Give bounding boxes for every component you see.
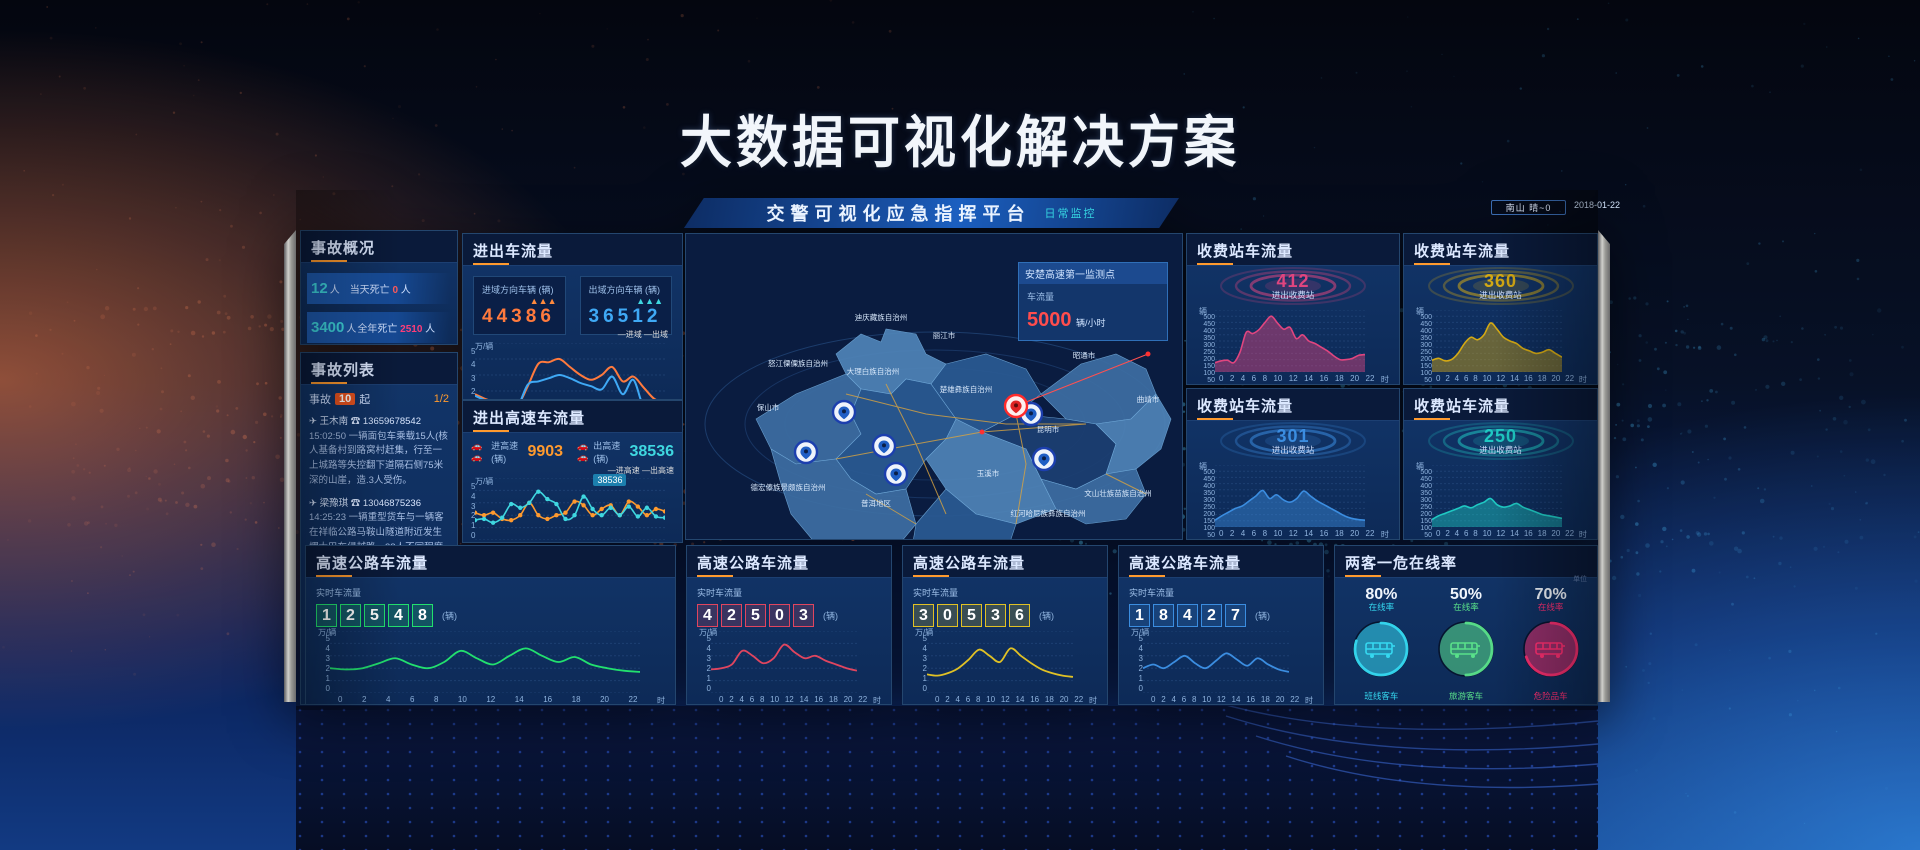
svg-text:红河哈尼族彝族自治州: 红河哈尼族彝族自治州: [1011, 508, 1086, 518]
svg-text:保山市: 保山市: [757, 402, 780, 412]
svg-text:丽江市: 丽江市: [933, 330, 956, 340]
svg-text:文山壮族苗族自治州: 文山壮族苗族自治州: [1084, 488, 1152, 498]
svg-text:昆明市: 昆明市: [1037, 424, 1060, 434]
svg-text:玉溪市: 玉溪市: [977, 468, 1000, 478]
svg-text:普洱地区: 普洱地区: [861, 498, 891, 508]
svg-text:楚雄彝族自治州: 楚雄彝族自治州: [940, 384, 993, 394]
svg-text:大理白族自治州: 大理白族自治州: [847, 366, 900, 376]
svg-text:怒江傈傈族自治州: 怒江傈傈族自治州: [768, 358, 828, 368]
svg-text:德宏傣族景颇族自治州: 德宏傣族景颇族自治州: [751, 482, 826, 492]
svg-text:昭通市: 昭通市: [1073, 350, 1096, 360]
svg-text:迪庆藏族自治州: 迪庆藏族自治州: [855, 312, 908, 322]
svg-text:曲靖市: 曲靖市: [1137, 394, 1160, 404]
